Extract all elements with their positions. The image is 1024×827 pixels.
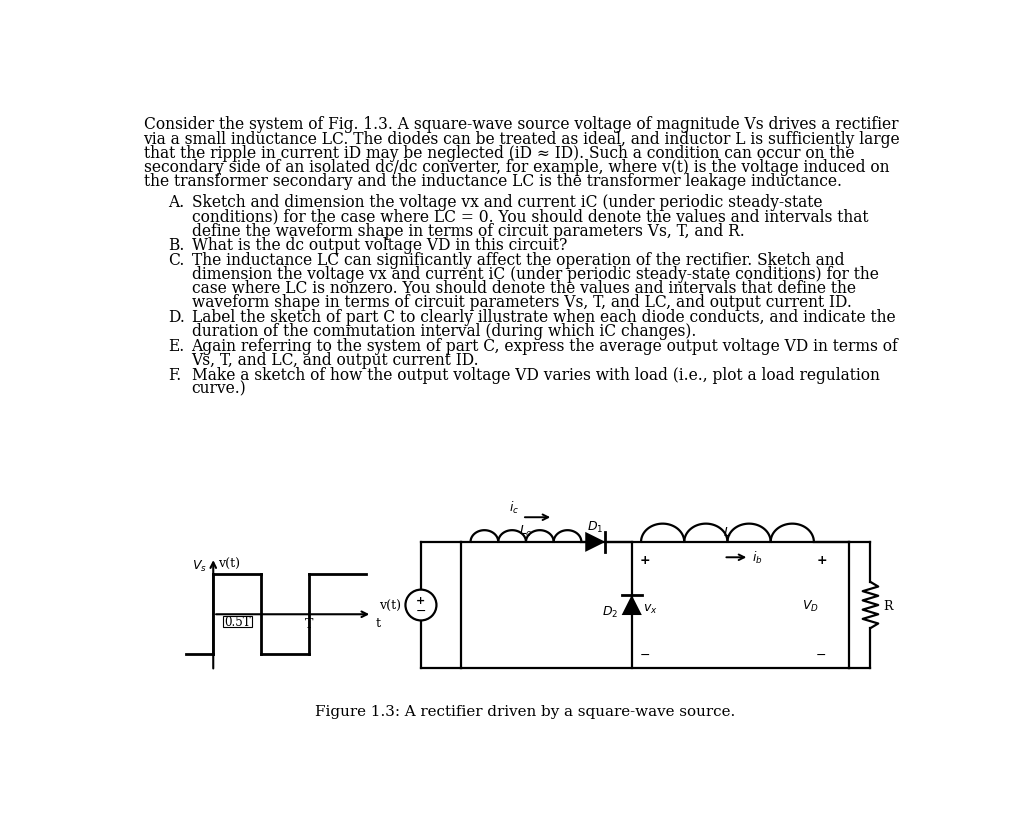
Text: −: −: [416, 605, 426, 617]
Text: Vs, T, and LC, and output current ID.: Vs, T, and LC, and output current ID.: [191, 351, 479, 369]
Text: v(t): v(t): [379, 599, 400, 612]
Text: The inductance LC can significantly affect the operation of the rectifier. Sketc: The inductance LC can significantly affe…: [191, 251, 844, 269]
Text: that the ripple in current iD may be neglected (iD ≈ ID). Such a condition can o: that the ripple in current iD may be neg…: [143, 145, 854, 161]
Text: $D_2$: $D_2$: [601, 604, 617, 619]
Text: R: R: [884, 599, 893, 612]
Text: Consider the system of Fig. 1.3. A square-wave source voltage of magnitude Vs dr: Consider the system of Fig. 1.3. A squar…: [143, 116, 898, 133]
Text: define the waveform shape in terms of circuit parameters Vs, T, and R.: define the waveform shape in terms of ci…: [191, 222, 744, 239]
Text: $i_b$: $i_b$: [753, 550, 763, 566]
Text: $v_x$: $v_x$: [643, 603, 657, 615]
Text: 0.5T: 0.5T: [224, 615, 251, 628]
Text: secondary side of an isolated dc/dc converter, for example, where v(t) is the vo: secondary side of an isolated dc/dc conv…: [143, 159, 889, 176]
Text: T: T: [305, 618, 313, 630]
Text: A.: A.: [168, 194, 184, 211]
Text: E.: E.: [168, 337, 184, 355]
Text: curve.): curve.): [191, 380, 247, 397]
Text: dimension the voltage vx and current iC (under periodic steady-state conditions): dimension the voltage vx and current iC …: [191, 265, 879, 283]
Text: conditions) for the case where LC = 0. You should denote the values and interval: conditions) for the case where LC = 0. Y…: [191, 208, 868, 225]
Text: waveform shape in terms of circuit parameters Vs, T, and LC, and output current : waveform shape in terms of circuit param…: [191, 294, 851, 311]
Text: v(t): v(t): [218, 557, 240, 571]
Text: $i_c$: $i_c$: [509, 500, 519, 515]
Text: Label the sketch of part C to clearly illustrate when each diode conducts, and i: Label the sketch of part C to clearly il…: [191, 308, 895, 326]
Text: +: +: [640, 553, 650, 566]
Text: $D_1$: $D_1$: [587, 519, 603, 534]
Text: +: +: [417, 595, 426, 605]
Text: C.: C.: [168, 251, 184, 269]
Text: +: +: [816, 553, 826, 566]
Text: duration of the commutation interval (during which iC changes).: duration of the commutation interval (du…: [191, 323, 696, 340]
Text: Sketch and dimension the voltage vx and current iC (under periodic steady-state: Sketch and dimension the voltage vx and …: [191, 194, 822, 211]
Text: via a small inductance LC. The diodes can be treated as ideal, and inductor L is: via a small inductance LC. The diodes ca…: [143, 131, 900, 147]
Text: Again referring to the system of part C, express the average output voltage VD i: Again referring to the system of part C,…: [191, 337, 898, 355]
Text: t: t: [375, 616, 380, 629]
Text: $V_s$: $V_s$: [193, 559, 207, 574]
Text: −: −: [640, 648, 650, 661]
Text: F.: F.: [168, 366, 181, 383]
Polygon shape: [586, 533, 605, 552]
Text: Make a sketch of how the output voltage VD varies with load (i.e., plot a load r: Make a sketch of how the output voltage …: [191, 366, 880, 383]
Polygon shape: [622, 595, 642, 615]
Text: the transformer secondary and the inductance LC is the transformer leakage induc: the transformer secondary and the induct…: [143, 173, 842, 190]
Circle shape: [406, 590, 436, 621]
Text: D.: D.: [168, 308, 185, 326]
Text: −: −: [816, 648, 826, 661]
Text: What is the dc output voltage VD in this circuit?: What is the dc output voltage VD in this…: [191, 237, 567, 254]
Text: $L_c$: $L_c$: [519, 523, 532, 538]
Text: B.: B.: [168, 237, 184, 254]
Text: $L$: $L$: [723, 525, 731, 538]
Text: $V_D$: $V_D$: [802, 598, 819, 613]
Bar: [222, 616, 252, 627]
Text: Figure 1.3: A rectifier driven by a square-wave source.: Figure 1.3: A rectifier driven by a squa…: [314, 705, 735, 719]
Text: case where LC is nonzero. You should denote the values and intervals that define: case where LC is nonzero. You should den…: [191, 280, 855, 297]
